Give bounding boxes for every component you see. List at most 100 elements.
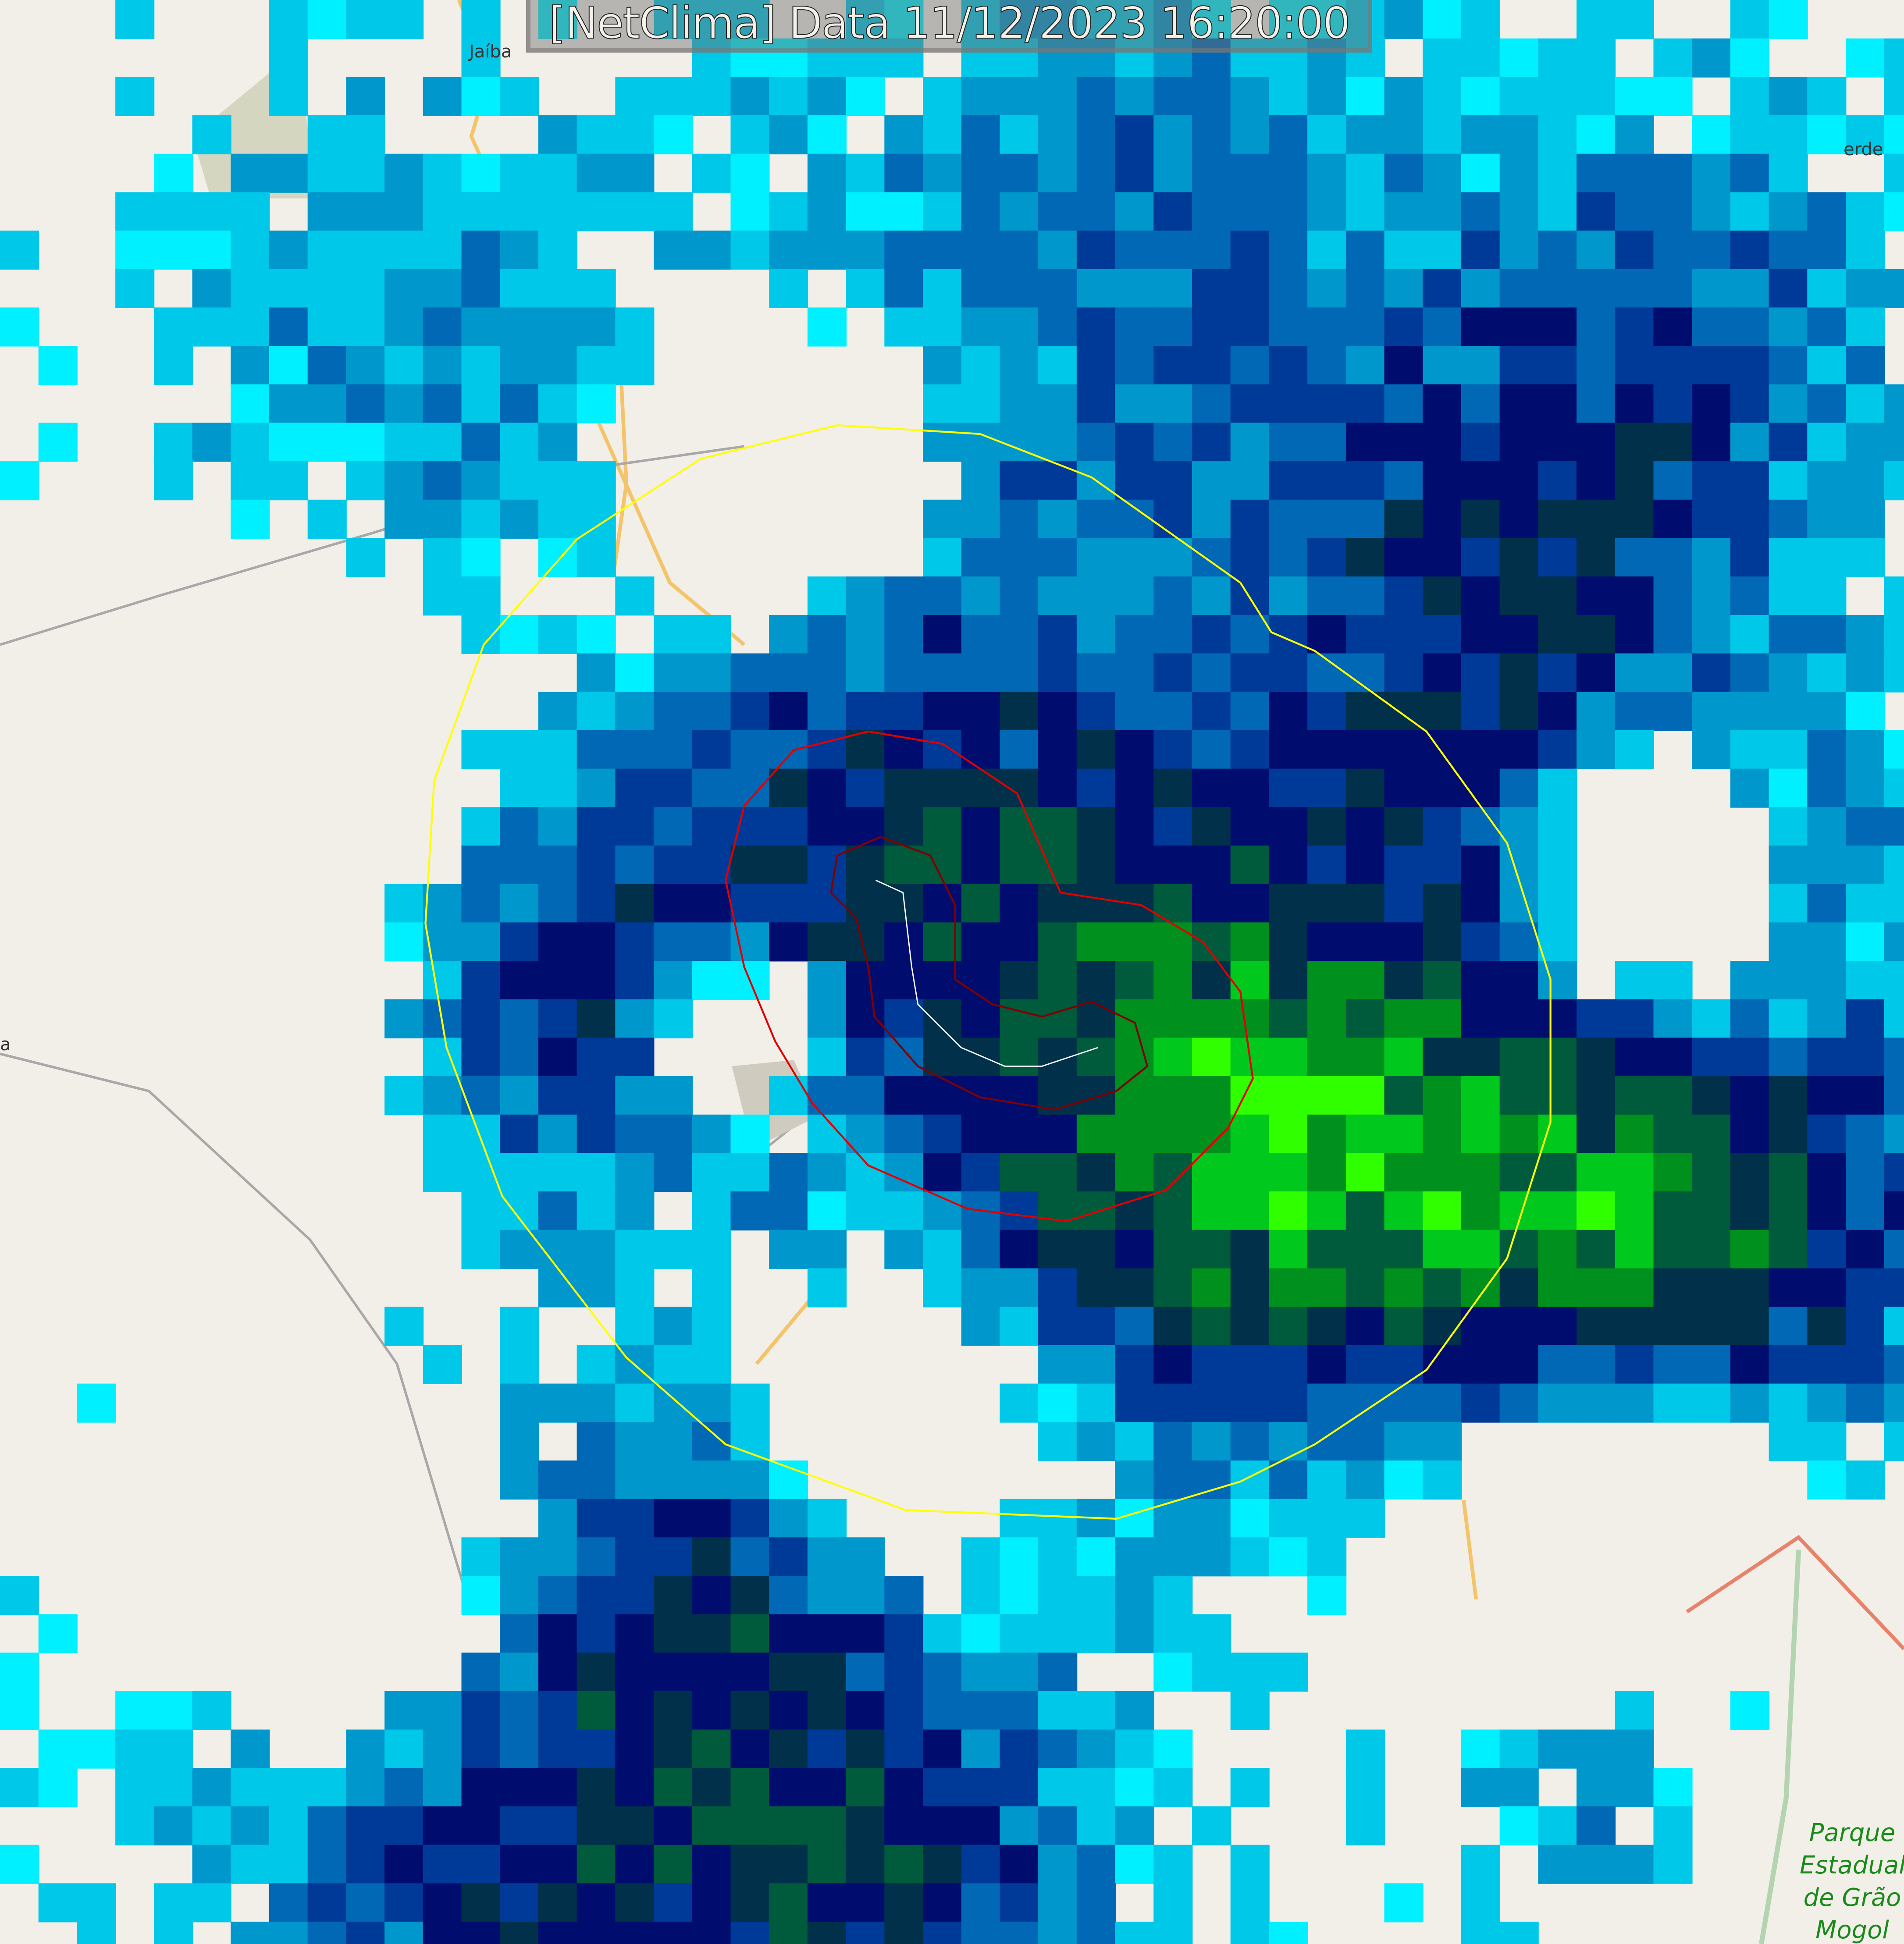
radar-cell xyxy=(1192,1345,1231,1384)
radar-cell xyxy=(1038,1575,1078,1615)
radar-cell xyxy=(1807,461,1847,501)
radar-cell xyxy=(1230,1345,1270,1384)
radar-cell xyxy=(654,1383,693,1423)
radar-cell xyxy=(1499,115,1539,155)
radar-cell xyxy=(1807,115,1847,155)
radar-cell xyxy=(961,1153,1000,1192)
radar-cell xyxy=(231,1844,270,1884)
radar-cell xyxy=(1461,0,1501,39)
radar-cell xyxy=(961,922,1000,962)
radar-cell xyxy=(884,1153,924,1192)
radar-cell xyxy=(231,1806,270,1846)
radar-cell xyxy=(384,1691,424,1731)
radar-cell xyxy=(577,1653,616,1692)
radar-cell xyxy=(346,153,385,193)
radar-cell xyxy=(654,653,693,693)
radar-cell xyxy=(1538,922,1577,962)
radar-cell xyxy=(1230,1537,1270,1577)
radar-cell xyxy=(1499,461,1539,501)
radar-cell xyxy=(730,730,770,770)
radar-cell xyxy=(577,153,616,193)
radar-cell xyxy=(1307,38,1347,78)
radar-cell xyxy=(1384,384,1424,423)
radar-cell xyxy=(1230,384,1270,423)
radar-cell xyxy=(538,1153,578,1192)
radar-cell xyxy=(1730,384,1770,423)
radar-cell xyxy=(577,1691,616,1731)
radar-cell xyxy=(1115,1383,1154,1423)
radar-cell xyxy=(1192,730,1231,770)
radar-cell xyxy=(1000,884,1039,923)
radar-cell xyxy=(461,1883,501,1923)
radar-cell xyxy=(1884,884,1904,923)
radar-cell xyxy=(1461,1038,1501,1077)
radar-cell xyxy=(1461,231,1501,270)
radar-cell xyxy=(538,231,578,270)
radar-cell xyxy=(1423,1114,1462,1154)
radar-cell xyxy=(1615,1268,1654,1308)
radar-cell xyxy=(1577,1806,1616,1846)
radar-cell xyxy=(1730,538,1770,577)
radar-cell xyxy=(1499,384,1539,423)
radar-cell xyxy=(192,1844,231,1884)
radar-cell xyxy=(846,0,885,39)
radar-cell xyxy=(1076,1230,1116,1269)
radar-cell xyxy=(1076,999,1116,1038)
radar-cell xyxy=(1269,1537,1308,1577)
radar-cell xyxy=(461,1191,501,1231)
radar-cell xyxy=(307,231,347,270)
radar-cell xyxy=(1153,153,1193,193)
radar-cell xyxy=(1115,38,1154,78)
radar-cell xyxy=(1384,269,1424,308)
radar-cell xyxy=(1345,384,1385,423)
radar-cell xyxy=(1499,653,1539,693)
radar-cell xyxy=(1000,1307,1039,1346)
radar-cell xyxy=(1577,38,1616,78)
radar-cell xyxy=(1884,768,1904,808)
park-boundary xyxy=(1759,1550,1801,1944)
radar-cell xyxy=(0,1575,39,1615)
radar-cell xyxy=(1577,576,1616,616)
radar-cell xyxy=(500,1307,539,1346)
radar-cell xyxy=(1230,115,1270,155)
radar-cell xyxy=(769,768,808,808)
radar-cell xyxy=(269,231,309,270)
radar-cell xyxy=(1384,961,1424,1000)
radar-cell xyxy=(1615,538,1654,577)
radar-cell xyxy=(1269,1922,1308,1944)
radar-cell xyxy=(1269,115,1308,155)
radar-cell xyxy=(461,615,501,654)
radar-cell xyxy=(1345,77,1385,116)
radar-cell xyxy=(577,807,616,846)
radar-cell xyxy=(1461,922,1501,962)
radar-cell xyxy=(1115,1038,1154,1077)
radar-cell xyxy=(961,115,1000,155)
radar-cell xyxy=(1230,269,1270,308)
radar-cell xyxy=(1807,1191,1847,1231)
radar-cell xyxy=(1230,1883,1270,1923)
radar-cell xyxy=(1538,1038,1577,1077)
radar-cell xyxy=(1423,1230,1462,1269)
radar-cell xyxy=(1000,1268,1039,1308)
radar-cell xyxy=(1076,1614,1116,1653)
radar-cell xyxy=(1345,231,1385,270)
radar-cell xyxy=(1345,692,1385,731)
radar-cell xyxy=(884,38,924,78)
radar-cell xyxy=(692,1768,731,1807)
radar-cell xyxy=(1269,884,1308,923)
radar-cell xyxy=(1076,1806,1116,1846)
radar-cell xyxy=(1615,653,1654,693)
radar-cell xyxy=(192,115,231,155)
radar-cell xyxy=(807,153,847,193)
radar-cell xyxy=(1192,961,1231,1000)
radar-cell xyxy=(1115,1729,1154,1769)
radar-cell xyxy=(307,269,347,308)
radar-cell xyxy=(730,1191,770,1231)
radar-cell xyxy=(807,1076,847,1116)
radar-cell xyxy=(500,1422,539,1461)
radar-cell xyxy=(1345,1153,1385,1192)
radar-cell xyxy=(538,692,578,731)
